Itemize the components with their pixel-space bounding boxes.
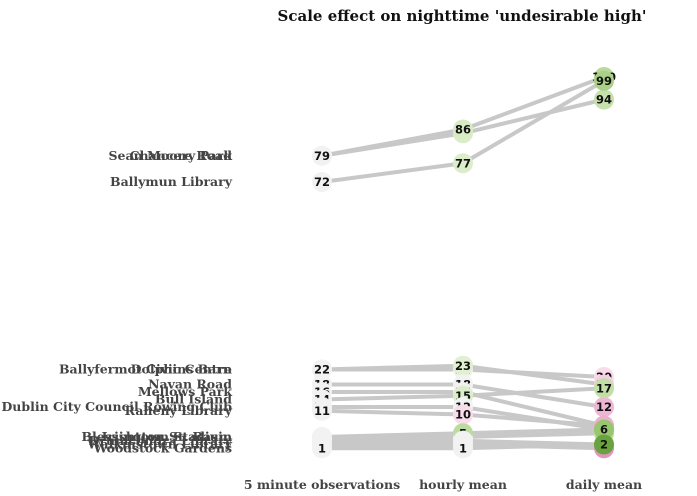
data-point <box>312 359 332 380</box>
x-tick-label: hourly mean <box>419 477 507 492</box>
x-axis-labels: 5 minute observations hourly mean daily me… <box>244 477 642 492</box>
data-point <box>594 89 614 110</box>
data-point <box>453 404 473 425</box>
site-label: Ballyfermot Civic Centre <box>59 362 232 377</box>
site-label: Dublin City Council Rowing Club <box>1 399 232 414</box>
value-label: 77 <box>455 156 471 170</box>
data-point <box>594 419 614 440</box>
value-label: 99 <box>596 74 612 88</box>
value-label: 94 <box>596 93 612 107</box>
data-point <box>453 153 473 174</box>
slope-line <box>321 75 605 158</box>
data-point <box>594 397 614 417</box>
value-label: 17 <box>596 381 612 395</box>
value-label: 10 <box>455 408 471 422</box>
site-label: Drumcondra Library <box>89 433 233 448</box>
data-point <box>453 355 473 376</box>
site-label: Bull Island <box>155 392 232 407</box>
data-point <box>312 145 332 166</box>
value-label: 12 <box>596 400 612 414</box>
site-label: Blessington St. Basin <box>81 429 232 444</box>
chart-title: Scale effect on nighttime 'undesirable h… <box>278 7 647 25</box>
site-label: Navan Road <box>148 377 232 392</box>
site-label: Mellows Park <box>138 384 233 399</box>
value-label: 11 <box>314 404 330 418</box>
value-label: 1 <box>459 441 467 455</box>
data-point <box>594 70 614 91</box>
value-label: 6 <box>600 423 608 437</box>
value-label: 2 <box>600 438 608 452</box>
data-point <box>312 172 332 192</box>
site-label: Ballymun Library <box>110 174 233 189</box>
value-label: 79 <box>314 149 330 163</box>
site-label: Woodstock Gardens <box>93 440 232 455</box>
value-label: 22 <box>314 363 330 377</box>
x-tick-label: 5 minute observations <box>244 477 400 492</box>
data-point <box>594 434 614 455</box>
site-label: Sean Moore Road <box>109 148 233 163</box>
data-point <box>312 400 332 421</box>
data-point <box>453 438 473 459</box>
site-label: Dolphins Barn <box>131 362 232 377</box>
value-label: 1 <box>318 441 326 455</box>
data-point <box>312 438 332 459</box>
site-label: Irishtown Stadium <box>102 429 232 444</box>
data-points: 7985947986100727799222220222318181812161… <box>312 67 616 459</box>
site-label: Raheny Library <box>125 403 233 418</box>
x-tick-label: daily mean <box>566 477 642 492</box>
value-label: 23 <box>455 359 471 373</box>
data-point <box>594 378 614 399</box>
value-label: 72 <box>314 175 330 189</box>
site-label: Walkinstown Library <box>87 437 233 452</box>
value-label: 86 <box>455 123 471 137</box>
data-point <box>453 119 473 140</box>
site-label: Chancery Park <box>130 148 233 163</box>
